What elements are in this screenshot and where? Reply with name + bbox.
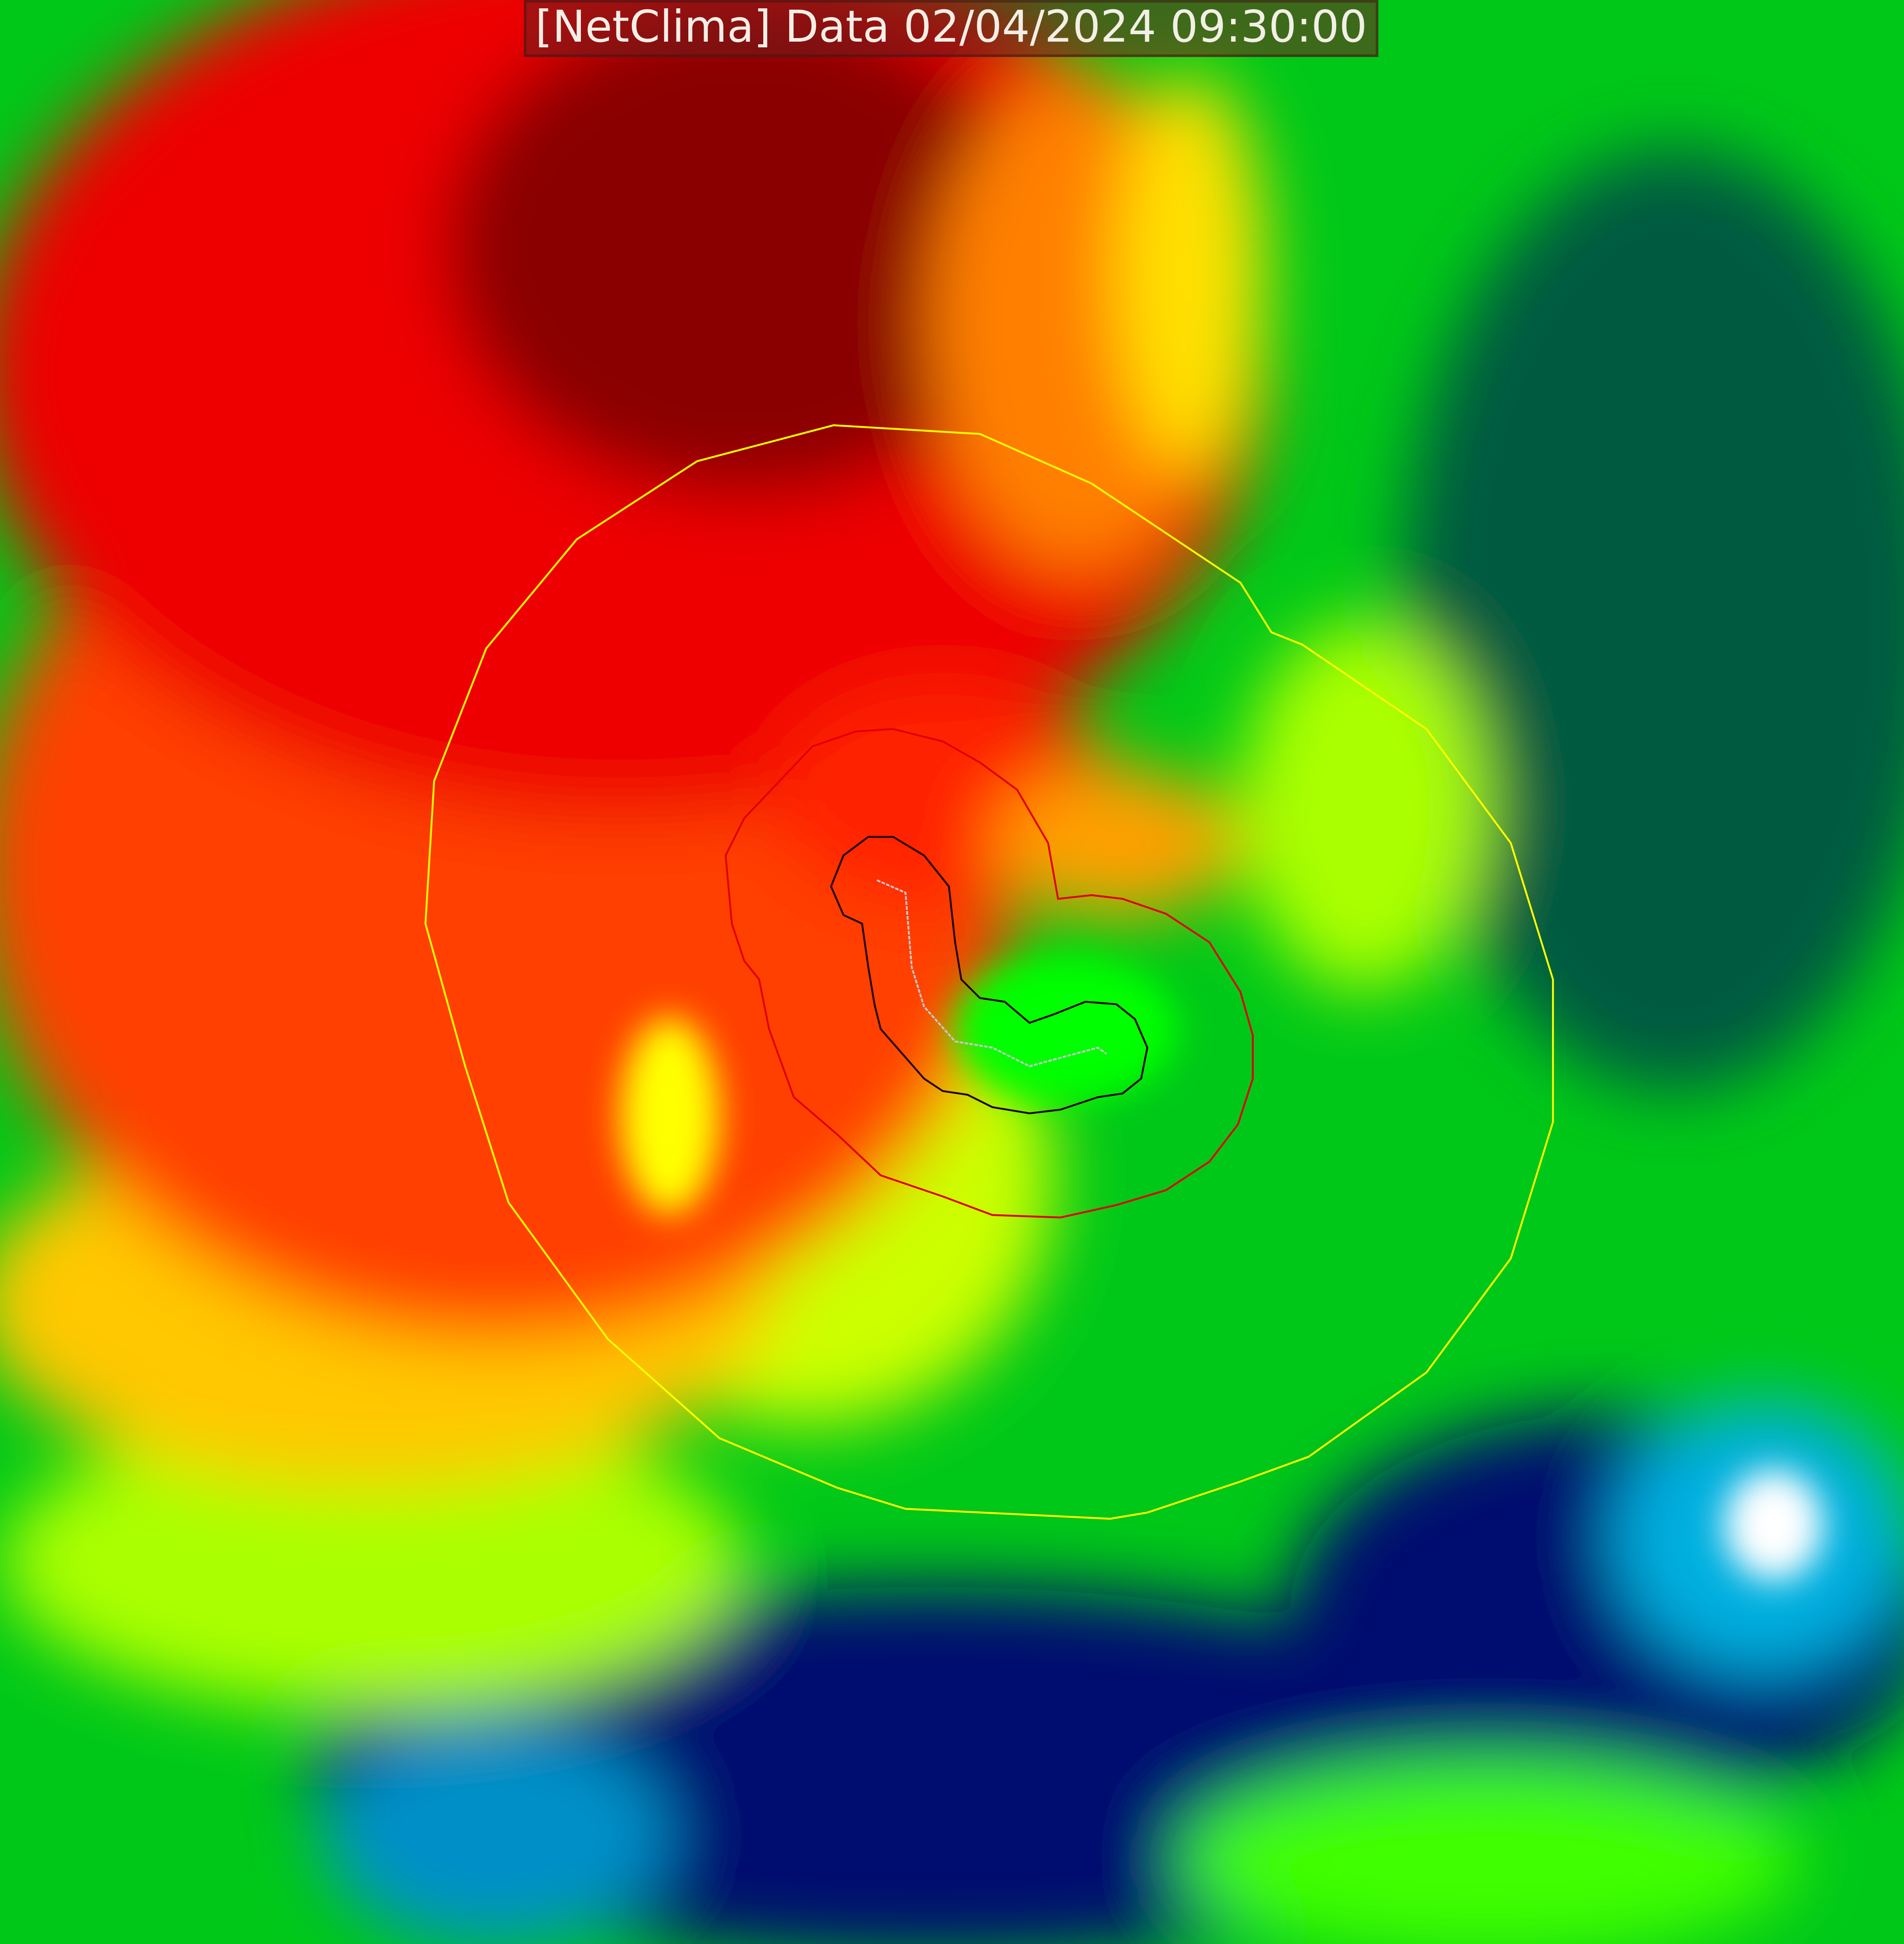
map-title: [NetClima] Data 02/04/2024 09:30:00 — [524, 0, 1378, 57]
